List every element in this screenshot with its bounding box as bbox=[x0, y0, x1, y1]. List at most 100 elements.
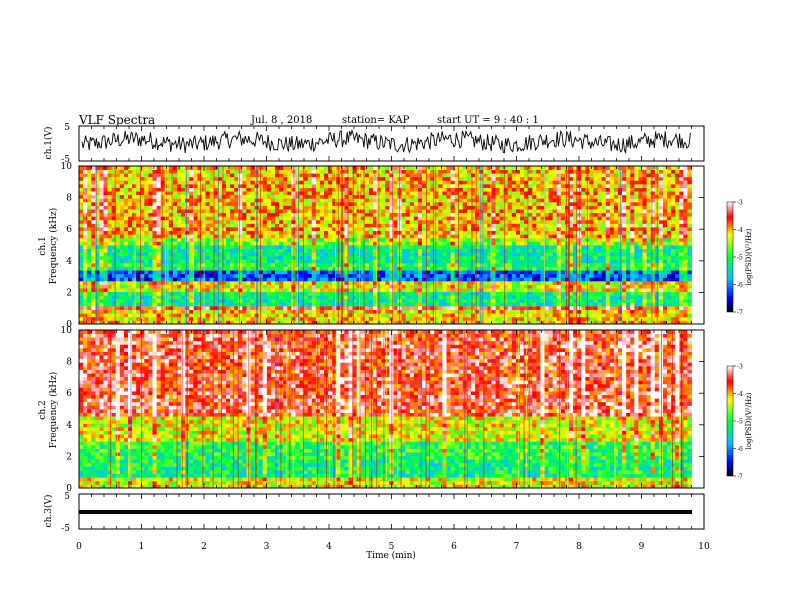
spectrogram-cell bbox=[209, 183, 215, 188]
spectrogram-cell bbox=[368, 180, 374, 185]
spectrogram-cell bbox=[356, 306, 362, 311]
spectrogram-cell bbox=[315, 248, 321, 253]
spectrogram-cell bbox=[430, 302, 435, 307]
spectrogram-cell bbox=[360, 166, 366, 170]
spectrogram-cell bbox=[364, 277, 370, 282]
spectrogram-cell bbox=[515, 266, 521, 271]
spectrogram-cell bbox=[185, 288, 190, 293]
spectrogram-cell bbox=[181, 248, 186, 253]
spectrogram-cell bbox=[266, 205, 272, 210]
spectrogram-cell bbox=[250, 166, 255, 170]
spectrogram-cell bbox=[438, 223, 443, 228]
spectrogram-cell bbox=[446, 212, 451, 217]
spectrogram-cell bbox=[128, 248, 133, 253]
spectrogram-cell bbox=[283, 241, 288, 246]
spectrogram-cell bbox=[417, 191, 423, 196]
spectrogram-cell bbox=[217, 191, 223, 196]
spectrogram-cell bbox=[152, 245, 157, 249]
spectrogram-cell bbox=[172, 277, 178, 282]
spectrogram-cell bbox=[287, 298, 292, 303]
spectrogram-cell bbox=[164, 230, 170, 235]
spectrogram-cell bbox=[156, 302, 162, 307]
spectrogram-cell bbox=[401, 291, 407, 296]
spectrogram-cell bbox=[348, 227, 353, 232]
spectrogram-cell bbox=[324, 259, 329, 264]
spectrogram-cell bbox=[515, 237, 521, 242]
spectrogram-cell bbox=[413, 302, 419, 307]
spectrogram-cell bbox=[181, 176, 186, 181]
spectrogram-cell bbox=[520, 194, 525, 199]
spectrogram-cell bbox=[324, 166, 329, 170]
spectrogram-cell bbox=[471, 180, 476, 185]
spectrogram-cell bbox=[213, 227, 219, 232]
spectrogram-cell bbox=[328, 302, 333, 307]
spectrogram-cell bbox=[434, 288, 439, 293]
spectrogram-cell bbox=[368, 234, 374, 239]
spectrogram-cell bbox=[430, 205, 435, 210]
spectrogram-cell bbox=[136, 309, 141, 314]
spectrogram-cell bbox=[99, 227, 104, 232]
spectrogram-cell bbox=[238, 169, 243, 174]
spectrogram-cell bbox=[115, 309, 121, 314]
ch1-waveform-ticks bbox=[78, 126, 705, 161]
spectrogram-cell bbox=[303, 320, 309, 325]
spectrogram-cell bbox=[177, 237, 182, 242]
spectrogram-cell bbox=[332, 309, 337, 314]
spectrogram-cell bbox=[262, 266, 268, 271]
spectrogram-cell bbox=[279, 255, 284, 260]
spectrogram-cell bbox=[413, 176, 419, 181]
spectrogram-cell bbox=[475, 298, 480, 303]
spectrogram-cell bbox=[507, 169, 513, 174]
spectrogram-cell bbox=[352, 216, 358, 221]
spectrogram-cell bbox=[364, 216, 370, 221]
spectrogram-cell bbox=[487, 313, 492, 318]
spectrogram-cell bbox=[311, 266, 317, 271]
spectrogram-cell bbox=[311, 191, 317, 196]
spectrogram-cell bbox=[405, 205, 411, 210]
spectrogram-cell bbox=[332, 245, 337, 249]
spectrogram-cell bbox=[119, 201, 125, 206]
spectrogram-cell bbox=[430, 176, 435, 181]
spectrogram-cell bbox=[111, 173, 117, 178]
spectrogram-cell bbox=[373, 313, 378, 318]
spectrogram-cell bbox=[283, 316, 288, 321]
spectrogram-cell bbox=[422, 288, 427, 293]
spectrogram-cell bbox=[123, 219, 129, 224]
spectrogram-cell bbox=[266, 201, 272, 206]
spectrogram-cell bbox=[503, 295, 509, 300]
spectrogram-cell bbox=[491, 252, 496, 257]
spectrogram-cell bbox=[381, 252, 386, 257]
spectrogram-cell bbox=[123, 248, 129, 253]
spectrogram-cell bbox=[262, 241, 268, 246]
spectrogram-cell bbox=[242, 262, 247, 267]
spectrogram-cell bbox=[385, 230, 390, 235]
spectrogram-cell bbox=[168, 313, 174, 318]
spectrogram-cell bbox=[430, 320, 435, 325]
spectrogram-cell bbox=[217, 313, 223, 318]
spectrogram-cell bbox=[458, 280, 464, 285]
spectrogram-cell bbox=[511, 320, 517, 325]
spectrogram-cell bbox=[495, 198, 500, 203]
spectrogram-cell bbox=[258, 166, 264, 170]
spectrogram-cell bbox=[164, 270, 170, 275]
spectrogram-cell bbox=[213, 176, 219, 181]
spectrogram-cell bbox=[193, 227, 198, 232]
spectrogram-cell bbox=[279, 309, 284, 314]
spectrogram-cell bbox=[401, 252, 407, 257]
spectrogram-cell bbox=[454, 298, 460, 303]
spectrogram-cell bbox=[311, 302, 317, 307]
spectrogram-cell bbox=[515, 176, 521, 181]
spectrogram-cell bbox=[91, 262, 96, 267]
spectrogram-cell bbox=[409, 223, 415, 228]
spectrogram-cell bbox=[213, 166, 219, 170]
spectrogram-cell bbox=[279, 291, 284, 296]
spectrogram-cell bbox=[295, 306, 300, 311]
spectrogram-cell bbox=[520, 277, 525, 282]
spectrogram-cell bbox=[446, 173, 451, 178]
spectrogram-cell bbox=[507, 223, 513, 228]
spectrogram-cell bbox=[507, 288, 513, 293]
spectrogram-cell bbox=[115, 316, 121, 321]
spectrogram-cell bbox=[291, 176, 296, 181]
spectrogram-cell bbox=[213, 212, 219, 217]
spectrogram-cell bbox=[107, 288, 113, 293]
